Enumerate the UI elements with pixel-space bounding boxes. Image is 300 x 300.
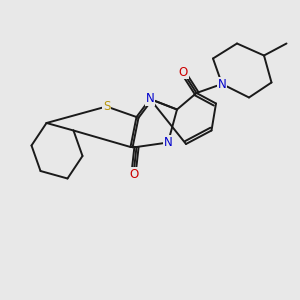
Text: S: S — [103, 100, 110, 113]
Text: O: O — [178, 65, 188, 79]
Text: O: O — [129, 167, 138, 181]
Text: N: N — [218, 77, 226, 91]
Text: N: N — [164, 136, 172, 149]
Text: N: N — [146, 92, 154, 106]
